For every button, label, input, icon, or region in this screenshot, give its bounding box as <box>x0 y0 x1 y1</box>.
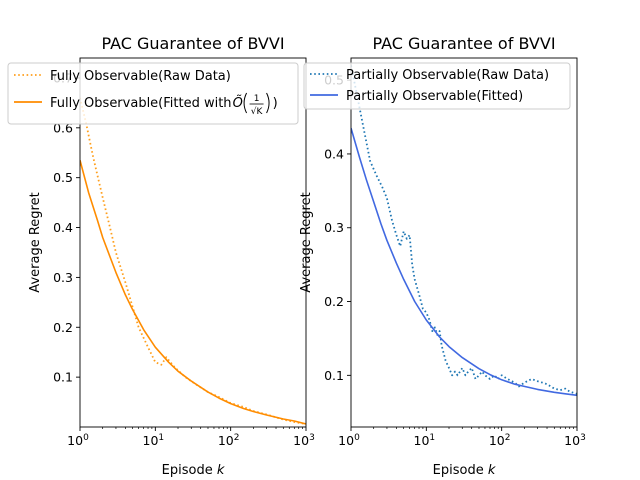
x-tick-label: 101 <box>143 433 165 448</box>
x-tick-label: 101 <box>414 433 436 448</box>
y-tick-label: 0.2 <box>324 294 344 309</box>
legend-label-1: Fully Observable(Raw Data) <box>50 69 231 84</box>
legend: Fully Observable(Raw Data) Fully Observab… <box>7 62 299 125</box>
plot-frame <box>79 57 307 428</box>
legend-frac-num: 1 <box>254 94 260 104</box>
x-tick-exponent: 3 <box>580 433 586 443</box>
chart-title: PAC Guarantee of BVVI <box>372 34 555 53</box>
legend-label-2: Partially Observable(Fitted) <box>346 89 523 104</box>
x-tick-exponent: 1 <box>429 433 435 443</box>
legend-frac-den: √K <box>251 106 264 117</box>
y-axis-label: Average Regret <box>299 192 314 292</box>
legend: Partially Observable(Raw Data) Partially … <box>303 62 571 110</box>
x-axis-label: Episode k <box>433 463 496 478</box>
series-line-1 <box>80 97 306 425</box>
x-tick-exponent: 2 <box>234 433 240 443</box>
chart-title: PAC Guarantee of BVVI <box>101 34 284 53</box>
legend-paren-open <box>243 92 248 114</box>
y-tick-label: 0.4 <box>53 220 73 235</box>
y-axis-label: Average Regret <box>28 192 43 292</box>
x-axis-variable: k <box>217 463 225 478</box>
x-axis-label: Episode k <box>162 463 225 478</box>
legend-label-1: Partially Observable(Raw Data) <box>346 68 549 83</box>
x-tick-label: 102 <box>218 433 240 448</box>
series-group <box>351 65 577 397</box>
y-tick-label: 0.4 <box>324 146 344 161</box>
y-tick-label: 0.3 <box>324 220 344 235</box>
legend-label-suffix: ) <box>273 96 278 111</box>
x-tick-exponent: 1 <box>158 433 164 443</box>
legend-math-O: Õ <box>233 95 243 111</box>
x-tick-label: 103 <box>564 433 586 448</box>
x-tick-label: 100 <box>67 433 89 448</box>
y-tick-label: 0.2 <box>53 320 73 335</box>
series-group <box>80 97 306 425</box>
x-tick-exponent: 0 <box>354 433 360 443</box>
legend-box <box>7 62 299 125</box>
legend-paren-close <box>266 92 270 114</box>
x-tick-exponent: 3 <box>309 433 315 443</box>
series-line-1 <box>351 65 577 395</box>
y-tick-label: 0.5 <box>53 170 73 185</box>
x-tick-label: 103 <box>293 433 315 448</box>
x-axis-variable: k <box>488 463 496 478</box>
series-line-2 <box>80 159 306 425</box>
x-tick-exponent: 2 <box>505 433 511 443</box>
series-line-2 <box>351 127 577 397</box>
x-tick-label: 102 <box>489 433 511 448</box>
y-tick-label: 0.1 <box>53 370 73 385</box>
y-tick-label: 0.3 <box>53 270 73 285</box>
x-tick-exponent: 0 <box>83 433 89 443</box>
legend-label-2: Fully Observable(Fitted with <box>50 96 232 111</box>
x-tick-label: 100 <box>338 433 360 448</box>
legend-box <box>303 62 571 110</box>
plot-frame <box>350 57 578 428</box>
y-tick-label: 0.1 <box>324 368 344 383</box>
